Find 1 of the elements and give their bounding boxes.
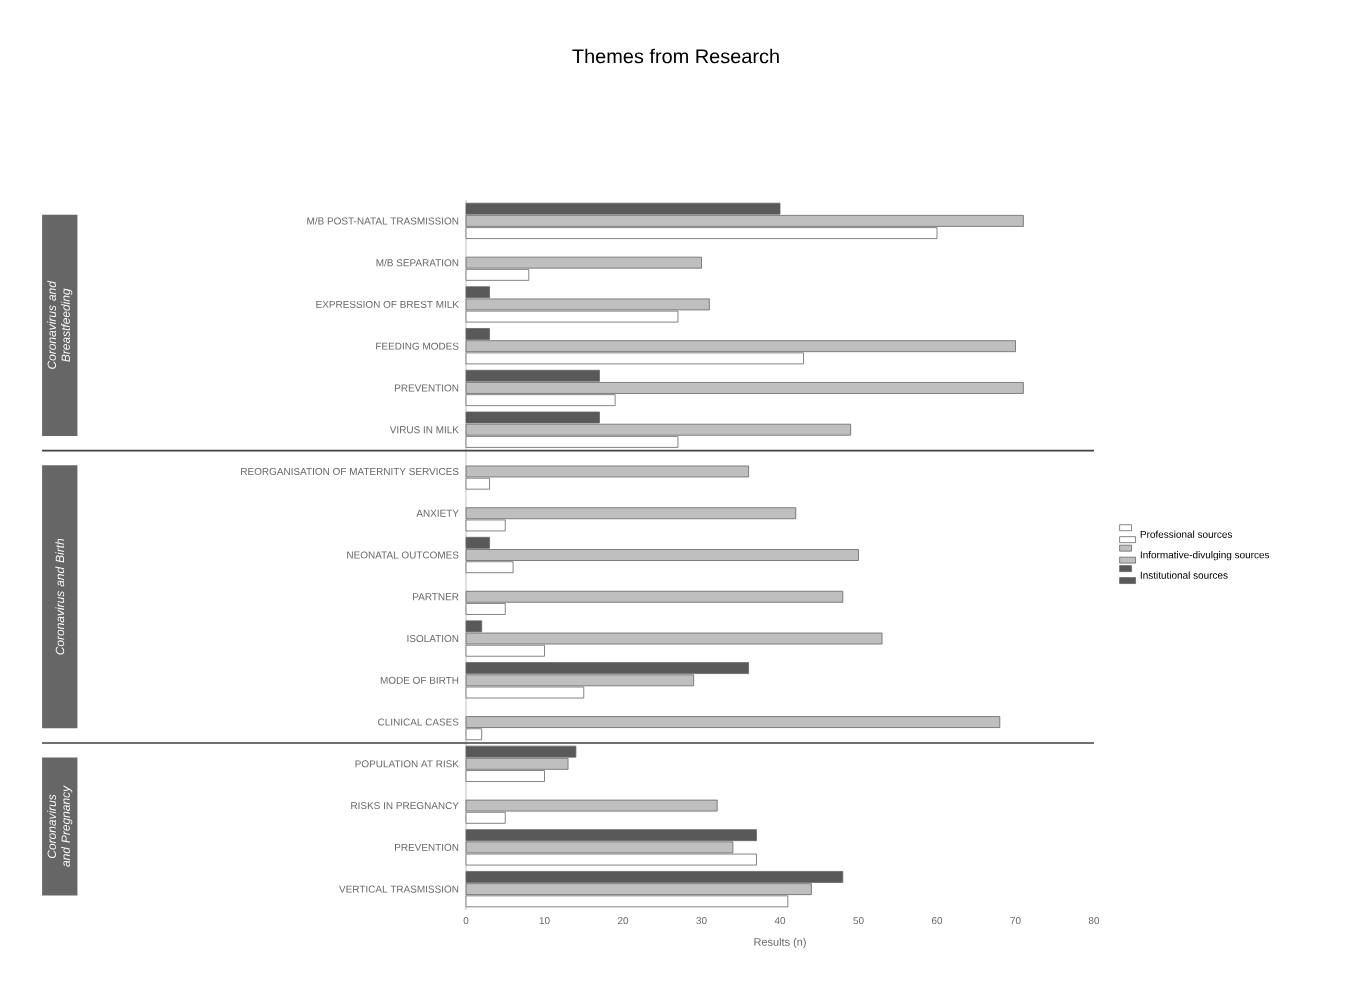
chart-title: Themes from Research: [572, 48, 779, 64]
